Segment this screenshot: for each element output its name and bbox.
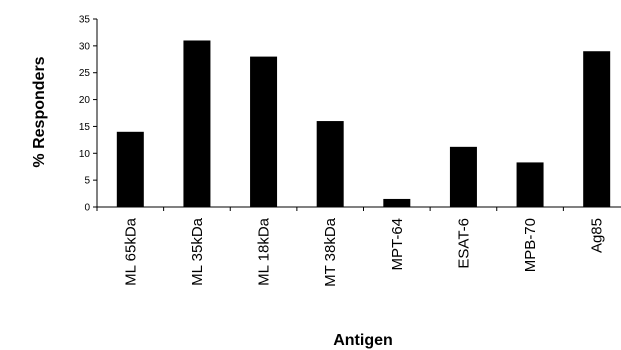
y-tick-label: 5 — [84, 176, 90, 187]
x-tick-label: ESAT-6 — [455, 218, 472, 269]
y-axis-title: % Responders — [31, 56, 48, 167]
x-tick-label: ML 35kDa — [189, 217, 206, 285]
bar-mpt-64 — [383, 198, 411, 207]
x-tick-label: ML 65kDa — [122, 217, 139, 285]
y-axis: 0 5 10 15 20 25 30 35 — [79, 15, 98, 214]
y-tick-label: 10 — [79, 149, 91, 160]
bar-mt-38kda — [316, 121, 344, 207]
bars — [116, 40, 611, 207]
y-tick-label: 20 — [79, 95, 91, 106]
x-tick-label: Ag85 — [589, 218, 606, 253]
bar-esat-6 — [449, 146, 477, 207]
bar-ml-18kda — [250, 56, 278, 207]
y-tick-label: 0 — [84, 203, 90, 214]
bar-ml-65kda — [116, 131, 144, 207]
bar-ag85 — [583, 51, 611, 207]
x-axis-title: Antigen — [333, 332, 393, 349]
x-tick-label: MPB-70 — [522, 218, 539, 272]
y-tick-label: 35 — [79, 15, 91, 26]
x-tick-label: MT 38kDa — [322, 217, 339, 287]
y-tick-label: 15 — [79, 122, 91, 133]
x-tick-label: MPT-64 — [389, 218, 406, 271]
y-tick-label: 30 — [79, 41, 91, 52]
y-tick-label: 25 — [79, 68, 91, 79]
bar-mpb-70 — [516, 162, 544, 207]
x-tick-label: ML 18kDa — [256, 217, 273, 285]
x-axis: ML 65kDa ML 35kDa ML 18kDa MT 38kDa MPT-64 ES… — [96, 206, 621, 287]
bar-ml-35kda — [183, 40, 211, 207]
